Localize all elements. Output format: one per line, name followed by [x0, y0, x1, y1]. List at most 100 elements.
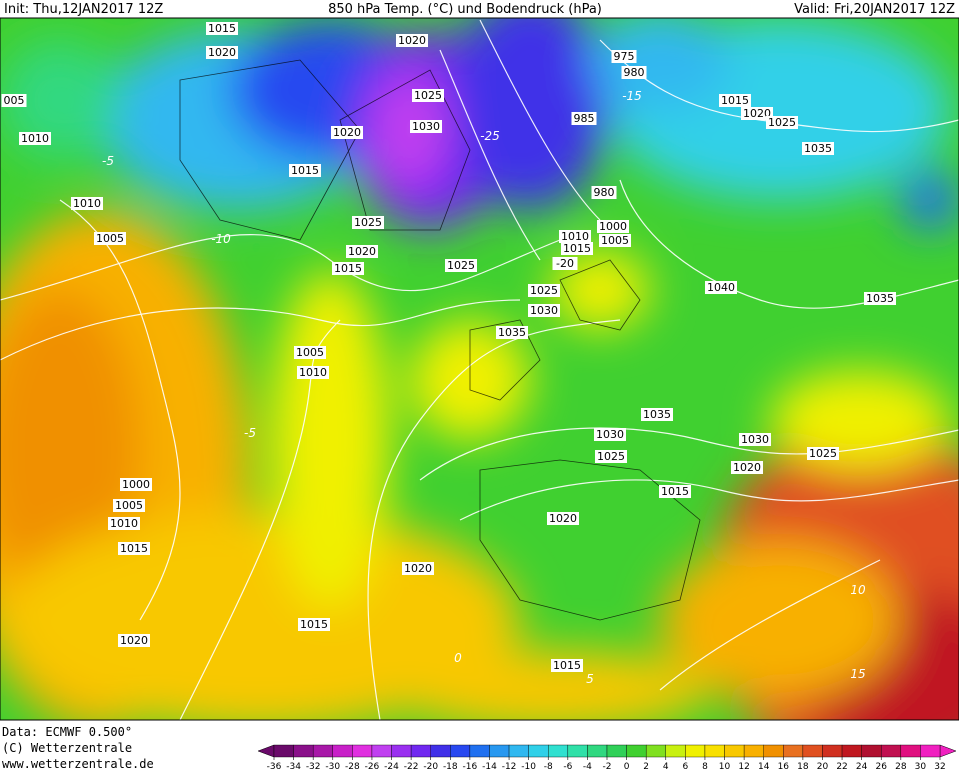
isobar-label-box: [611, 50, 637, 63]
colorbar-arrow-high: [939, 744, 957, 758]
isobar-label: 1035: [643, 408, 671, 421]
isobar-label-box: [705, 281, 737, 294]
colorbar-tick-label: -16: [463, 762, 478, 770]
colorbar-bin: [606, 744, 627, 758]
isobar-label: 1020: [743, 107, 771, 120]
isotherm-label: -15: [622, 89, 642, 103]
isobar-label-box: [206, 22, 238, 35]
colorbar-bin: [645, 744, 666, 758]
isobar-label: 1000: [122, 478, 150, 491]
colorbar-tick-label: 10: [719, 762, 731, 770]
colorbar-tick-label: -32: [306, 762, 321, 770]
isobar-label-box: [289, 164, 321, 177]
isobar-label-box: [741, 107, 773, 120]
colorbar-bin: [430, 744, 451, 758]
colorbar-bin: [665, 744, 686, 758]
colorbar-tick-label: 2: [643, 762, 649, 770]
copyright: (C) Wetterzentrale: [2, 741, 132, 755]
isobar-label-box: [297, 366, 329, 379]
isobar-label: 1035: [498, 326, 526, 339]
isobar-label: 1000: [599, 220, 627, 233]
data-source: Data: ECMWF 0.500°: [2, 725, 132, 739]
isobar-label-box: [528, 304, 560, 317]
isobar-label-box: [599, 234, 631, 247]
isobar-label-box: [331, 126, 363, 139]
colorbar-bin: [743, 744, 764, 758]
isobar-label-box: [864, 292, 896, 305]
colorbar-tick-label: 16: [778, 762, 790, 770]
colorbar-bin: [783, 744, 804, 758]
isobar-label-box: [528, 284, 560, 297]
isobar-label-box: [19, 132, 51, 145]
colorbar-tick-label: 20: [817, 762, 829, 770]
colorbar-tick-label: 22: [836, 762, 847, 770]
isobar-label: 1020: [333, 126, 361, 139]
init-time: Init: Thu,12JAN2017 12Z: [4, 2, 163, 17]
isobar-label: 1015: [721, 94, 749, 107]
colorbar-bin: [548, 744, 569, 758]
isotherm-label: -25: [480, 129, 500, 143]
isobar-label: 980: [624, 66, 645, 79]
isobar-label-box: [108, 517, 140, 530]
colorbar-arrow-low: [257, 744, 275, 758]
colorbar-tick-label: -14: [482, 762, 497, 770]
colorbar-bin: [508, 744, 529, 758]
colorbar-bin: [900, 744, 921, 758]
isobar-label: 975: [614, 50, 635, 63]
colorbar-tick-label: 26: [876, 762, 888, 770]
colorbar-tick-label: -2: [603, 762, 612, 770]
isobar-label-box: [731, 461, 763, 474]
isotherm-label: -10: [211, 232, 231, 246]
isobar-label: -20: [556, 257, 574, 270]
colorbar-tick-label: 18: [797, 762, 809, 770]
colorbar-tick-label: 6: [682, 762, 688, 770]
isobar-label: 1015: [661, 485, 689, 498]
colorbar-tick-label: 32: [934, 762, 945, 770]
isobar-label-box: [559, 230, 591, 243]
isobar-label: 1020: [398, 34, 426, 47]
isobar-label: 1015: [563, 242, 591, 255]
isobar-label-box: [396, 34, 428, 47]
isobar-label-box: [294, 346, 326, 359]
isotherm-label: 10: [850, 583, 866, 597]
isobar-label: 1010: [21, 132, 49, 145]
isobar-label-box: [591, 186, 617, 199]
isobar-label-box: [496, 326, 528, 339]
colorbar-tick-label: -24: [384, 762, 399, 770]
isobar-label-box: [807, 447, 839, 460]
isobar-label-box: [120, 478, 152, 491]
colorbar-bin: [881, 744, 902, 758]
colorbar-tick-label: -12: [502, 762, 517, 770]
isobar-label-box: [118, 634, 150, 647]
isobar-label-box: [561, 242, 593, 255]
isobar-label: 1015: [334, 262, 362, 275]
colorbar-bin: [332, 744, 353, 758]
colorbar-tick-label: -18: [443, 762, 458, 770]
colorbar-tick-label: 30: [915, 762, 927, 770]
isobar-label-box: [113, 499, 145, 512]
isobar-label-box: [298, 618, 330, 631]
isobar-label: 1015: [291, 164, 319, 177]
isobar-label: 1020: [404, 562, 432, 575]
isobar-label: 1030: [412, 120, 440, 133]
colorbar-bin: [724, 744, 745, 758]
isobar-label: 1020: [733, 461, 761, 474]
isobar-label: 1025: [809, 447, 837, 460]
colorbar-tick-label: -36: [267, 762, 282, 770]
isobar-label: 1005: [96, 232, 124, 245]
colorbar-tick-label: 12: [738, 762, 749, 770]
isobar-label-box: [94, 232, 126, 245]
colorbar-bin: [273, 744, 294, 758]
url: www.wetterzentrale.de: [2, 757, 154, 770]
colorbar-bin: [567, 744, 588, 758]
colorbar-bin: [626, 744, 647, 758]
isobar-label: 1010: [299, 366, 327, 379]
colorbar-bin: [391, 744, 412, 758]
colorbar-tick-label: -10: [521, 762, 536, 770]
isotherm-label: 0: [454, 651, 462, 665]
isobar-label: 985: [574, 112, 595, 125]
isobar-label: 1015: [208, 22, 236, 35]
isobar-label-box: [552, 257, 578, 270]
isobar-label: 1020: [348, 245, 376, 258]
isobar-label-box: [739, 433, 771, 446]
